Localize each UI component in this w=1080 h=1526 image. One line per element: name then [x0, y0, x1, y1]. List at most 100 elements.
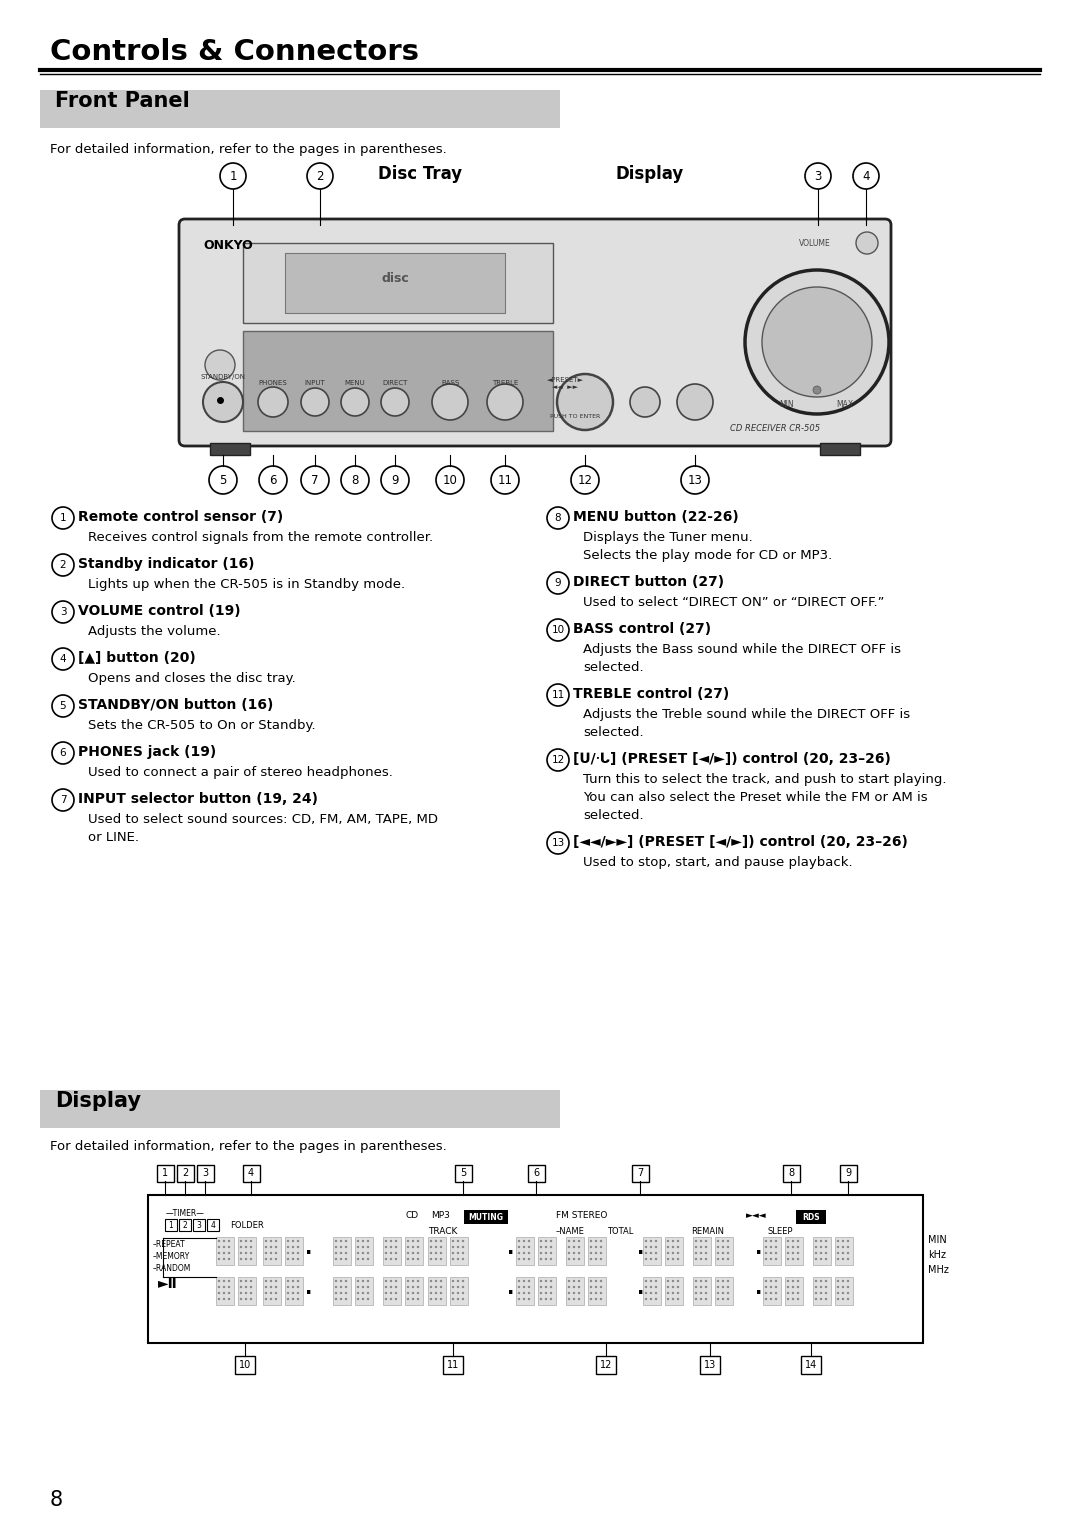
Text: 14: 14: [805, 1360, 818, 1370]
Circle shape: [523, 1280, 525, 1282]
Circle shape: [218, 1239, 220, 1242]
Circle shape: [666, 1286, 670, 1288]
Text: .: .: [755, 1239, 762, 1257]
Circle shape: [797, 1280, 799, 1282]
Circle shape: [765, 1280, 767, 1282]
Circle shape: [544, 1280, 548, 1282]
Text: FOLDER: FOLDER: [230, 1221, 264, 1230]
Text: Displays the Tuner menu.: Displays the Tuner menu.: [583, 531, 753, 543]
Circle shape: [52, 742, 75, 765]
Circle shape: [335, 1293, 337, 1294]
Circle shape: [340, 1286, 342, 1288]
Circle shape: [841, 1257, 845, 1260]
Bar: [333, 1238, 351, 1265]
Bar: [450, 1238, 468, 1265]
Circle shape: [411, 1251, 415, 1254]
Circle shape: [265, 1251, 267, 1254]
Bar: [197, 1164, 214, 1181]
Circle shape: [240, 1245, 242, 1248]
Circle shape: [451, 1257, 455, 1260]
Circle shape: [356, 1293, 360, 1294]
Circle shape: [384, 1257, 388, 1260]
Circle shape: [395, 1280, 397, 1282]
Circle shape: [228, 1239, 230, 1242]
Circle shape: [578, 1245, 580, 1248]
Circle shape: [523, 1257, 525, 1260]
Circle shape: [457, 1257, 459, 1260]
Bar: [762, 1277, 781, 1305]
Circle shape: [270, 1245, 272, 1248]
Circle shape: [52, 694, 75, 717]
Circle shape: [287, 1257, 289, 1260]
Circle shape: [677, 1251, 679, 1254]
Circle shape: [694, 1286, 698, 1288]
Circle shape: [440, 1293, 442, 1294]
Circle shape: [672, 1280, 674, 1282]
Circle shape: [384, 1280, 388, 1282]
Circle shape: [345, 1245, 347, 1248]
Text: –MEMORY: –MEMORY: [153, 1251, 190, 1260]
Circle shape: [672, 1293, 674, 1294]
Circle shape: [677, 1257, 679, 1260]
Circle shape: [814, 1245, 818, 1248]
Text: disc: disc: [381, 272, 409, 284]
Circle shape: [770, 1251, 772, 1254]
Circle shape: [274, 1286, 278, 1288]
Circle shape: [721, 1251, 725, 1254]
Circle shape: [544, 1239, 548, 1242]
Circle shape: [717, 1297, 719, 1300]
Circle shape: [578, 1257, 580, 1260]
Text: 9: 9: [555, 578, 562, 588]
Text: .: .: [508, 1239, 515, 1257]
Circle shape: [240, 1297, 242, 1300]
Circle shape: [411, 1245, 415, 1248]
Circle shape: [274, 1245, 278, 1248]
Circle shape: [287, 1286, 289, 1288]
Text: Display: Display: [616, 165, 684, 183]
Circle shape: [595, 1286, 597, 1288]
Circle shape: [462, 1239, 464, 1242]
Circle shape: [837, 1286, 839, 1288]
Text: TREBLE: TREBLE: [491, 380, 518, 386]
Circle shape: [345, 1257, 347, 1260]
Bar: [355, 1238, 373, 1265]
Circle shape: [245, 1257, 247, 1260]
Text: CD RECEIVER CR-505: CD RECEIVER CR-505: [730, 424, 820, 433]
Bar: [835, 1238, 853, 1265]
Circle shape: [814, 1239, 818, 1242]
Circle shape: [528, 1280, 530, 1282]
Text: .: .: [306, 1239, 313, 1257]
Bar: [383, 1277, 401, 1305]
Circle shape: [292, 1297, 294, 1300]
Text: 9: 9: [845, 1167, 851, 1178]
Circle shape: [297, 1297, 299, 1300]
Circle shape: [462, 1257, 464, 1260]
Text: MAX: MAX: [836, 400, 853, 409]
Circle shape: [265, 1280, 267, 1282]
Circle shape: [770, 1239, 772, 1242]
Circle shape: [717, 1245, 719, 1248]
Circle shape: [417, 1297, 419, 1300]
Circle shape: [417, 1245, 419, 1248]
Circle shape: [694, 1251, 698, 1254]
Circle shape: [765, 1239, 767, 1242]
Circle shape: [792, 1293, 794, 1294]
Circle shape: [297, 1293, 299, 1294]
Circle shape: [440, 1286, 442, 1288]
Text: MP3: MP3: [431, 1212, 450, 1219]
Circle shape: [240, 1257, 242, 1260]
Circle shape: [362, 1280, 364, 1282]
Circle shape: [672, 1239, 674, 1242]
Circle shape: [451, 1280, 455, 1282]
Circle shape: [222, 1245, 226, 1248]
Circle shape: [222, 1297, 226, 1300]
Bar: [216, 1238, 234, 1265]
Circle shape: [274, 1297, 278, 1300]
Circle shape: [645, 1293, 647, 1294]
Circle shape: [774, 1297, 778, 1300]
Circle shape: [578, 1239, 580, 1242]
Circle shape: [245, 1239, 247, 1242]
Circle shape: [240, 1239, 242, 1242]
Circle shape: [550, 1245, 552, 1248]
Bar: [839, 1164, 856, 1181]
